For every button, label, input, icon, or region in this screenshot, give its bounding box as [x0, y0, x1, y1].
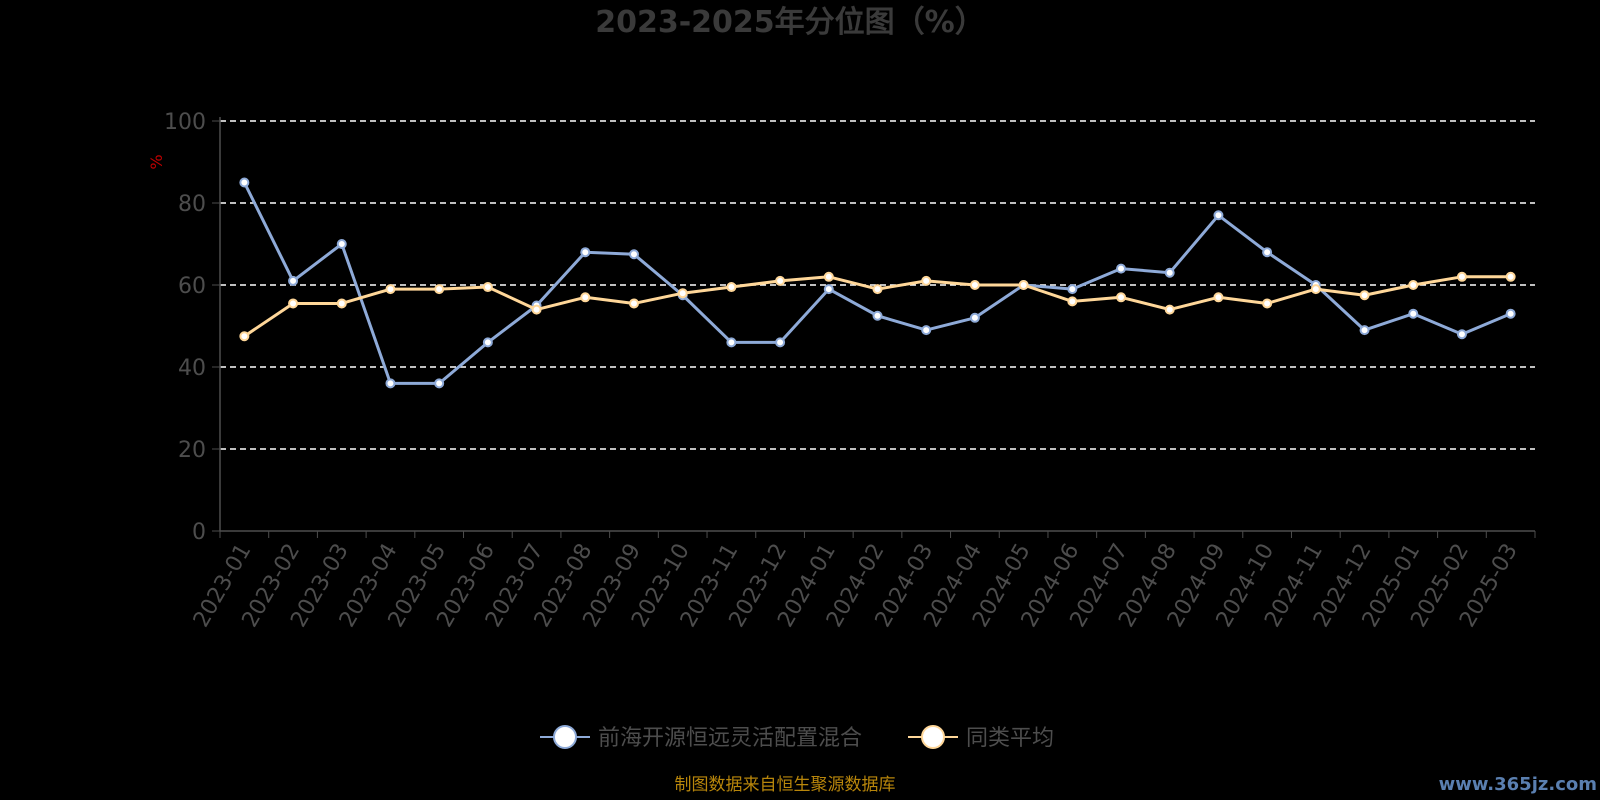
data-point[interactable] [385, 284, 396, 295]
y-tick-label: 80 [178, 192, 206, 217]
data-point[interactable] [336, 298, 347, 309]
data-point[interactable] [580, 292, 591, 303]
series-1 [239, 177, 1516, 389]
data-point[interactable] [677, 288, 688, 299]
data-point[interactable] [1408, 308, 1419, 319]
data-point[interactable] [482, 337, 493, 348]
data-point[interactable] [336, 239, 347, 249]
data-point[interactable] [482, 282, 493, 293]
chart-title: 2023-2025年分位图（%） [595, 5, 985, 40]
data-point[interactable] [1116, 263, 1127, 274]
data-point[interactable] [385, 378, 396, 389]
source-note: 制图数据来自恒生聚源数据库 [675, 775, 896, 795]
series-2 [239, 271, 1516, 342]
data-point[interactable] [1408, 280, 1419, 290]
data-point[interactable] [434, 378, 445, 389]
data-point[interactable] [1067, 296, 1078, 307]
data-point[interactable] [628, 249, 639, 260]
data-point[interactable] [1213, 292, 1224, 303]
data-point[interactable] [872, 310, 883, 321]
data-point[interactable] [580, 247, 591, 258]
axes: 0204060801002023-012023-022023-032023-04… [164, 110, 1536, 632]
data-point[interactable] [1262, 247, 1273, 258]
data-point[interactable] [921, 275, 932, 286]
data-point[interactable] [823, 284, 834, 295]
data-point[interactable] [531, 304, 542, 315]
data-point[interactable] [1456, 271, 1467, 282]
data-point[interactable] [1505, 271, 1516, 282]
data-point[interactable] [628, 298, 639, 309]
data-point[interactable] [1456, 329, 1467, 340]
data-point[interactable] [1067, 284, 1078, 295]
data-point[interactable] [872, 284, 883, 295]
watermark: www.365jz.com [1439, 774, 1597, 795]
data-point[interactable] [921, 325, 932, 336]
y-tick-label: 40 [178, 356, 206, 381]
legend-item-1[interactable]: 前海开源恒远灵活配置混合 [540, 725, 862, 751]
series-line [243, 181, 1512, 385]
data-point[interactable] [1505, 308, 1516, 319]
y-tick-label: 20 [178, 438, 206, 463]
data-point[interactable] [1359, 325, 1370, 336]
data-point[interactable] [1310, 284, 1321, 295]
data-point[interactable] [239, 177, 250, 188]
data-point[interactable] [726, 282, 737, 293]
data-point[interactable] [775, 337, 786, 348]
y-tick-label: 100 [164, 110, 206, 135]
data-point[interactable] [726, 337, 737, 348]
legend-label: 同类平均 [966, 726, 1054, 751]
legend-item-2[interactable]: 同类平均 [908, 725, 1054, 751]
data-point[interactable] [1359, 290, 1370, 301]
legend-marker [921, 725, 945, 749]
data-point[interactable] [1164, 267, 1175, 278]
data-point[interactable] [823, 271, 834, 282]
data-point[interactable] [1164, 304, 1175, 315]
y-axis-label: % [147, 154, 166, 169]
data-point[interactable] [1116, 292, 1127, 303]
legend-marker [553, 725, 577, 749]
data-point[interactable] [969, 312, 980, 323]
data-point[interactable] [288, 275, 299, 286]
y-tick-label: 0 [192, 520, 206, 545]
data-point[interactable] [434, 284, 445, 295]
data-point[interactable] [1018, 280, 1029, 290]
y-tick-label: 60 [178, 274, 206, 299]
data-point[interactable] [1262, 298, 1273, 309]
legend-label: 前海开源恒远灵活配置混合 [598, 726, 862, 751]
data-point[interactable] [288, 298, 299, 309]
series-lines [239, 177, 1516, 389]
data-point[interactable] [775, 275, 786, 286]
legend[interactable]: 前海开源恒远灵活配置混合 同类平均 [540, 725, 1054, 751]
data-point[interactable] [1213, 210, 1224, 221]
data-point[interactable] [239, 331, 250, 342]
data-point[interactable] [969, 280, 980, 290]
